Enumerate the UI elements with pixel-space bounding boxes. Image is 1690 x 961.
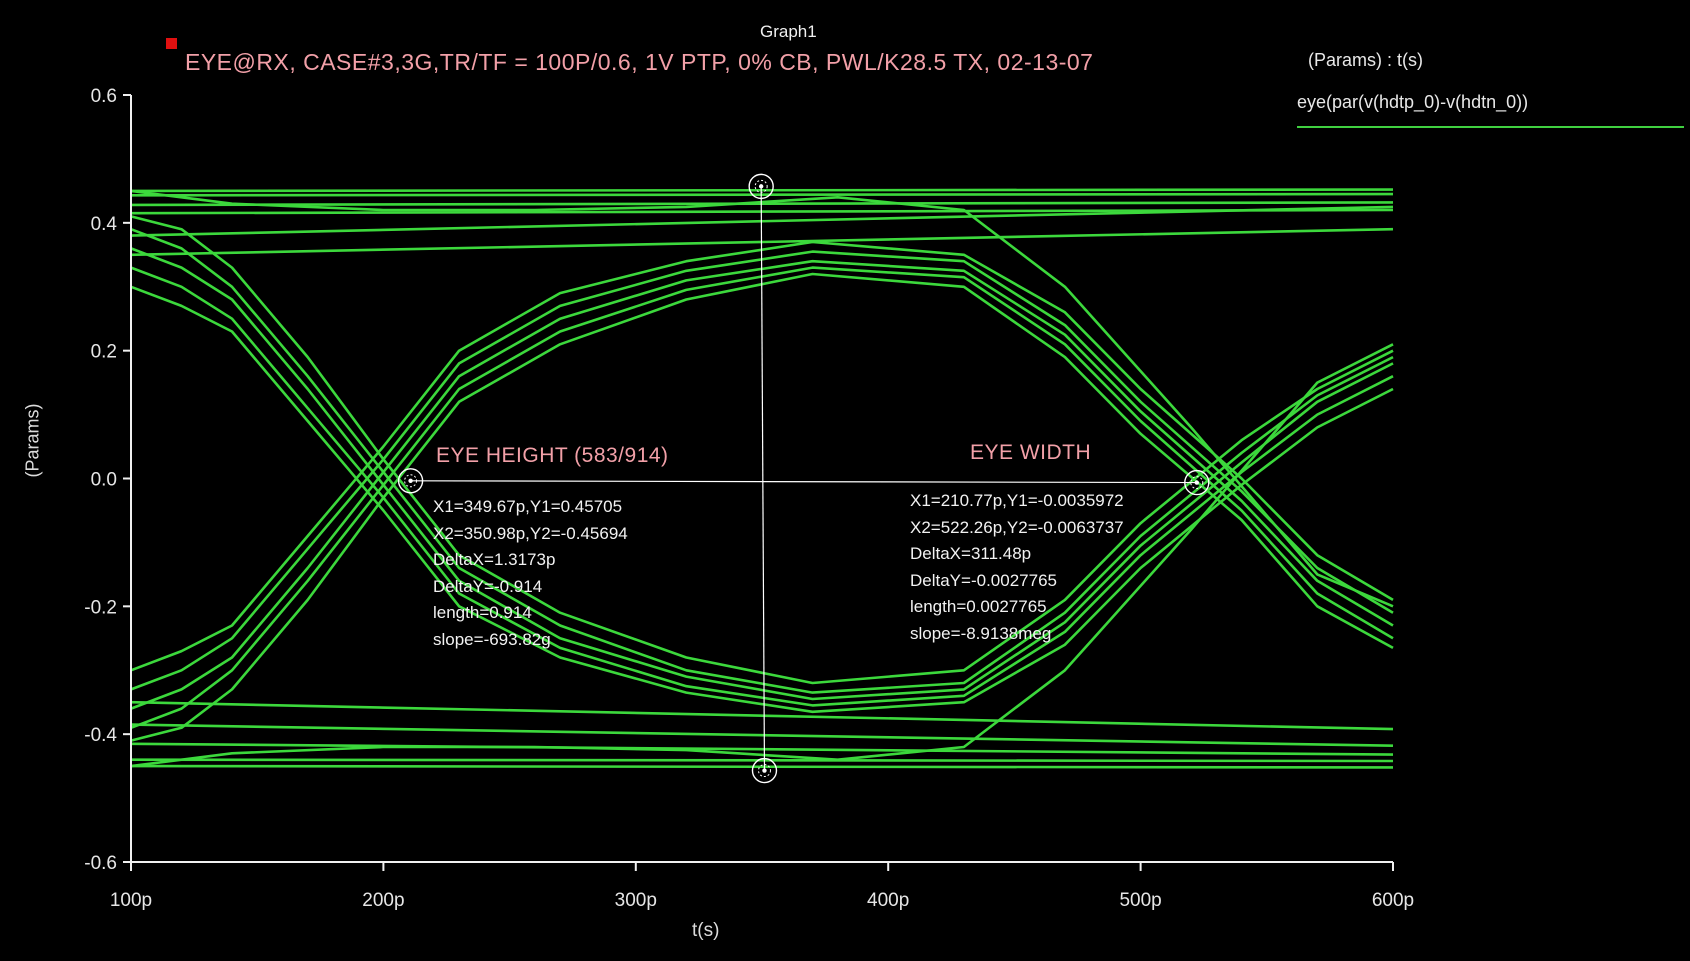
x-axis-label: t(s) <box>692 920 720 941</box>
eye-height-label: EYE HEIGHT (583/914) <box>436 444 669 467</box>
y-tick-label: 0.4 <box>91 214 118 235</box>
cursor-point <box>758 184 764 189</box>
eye-trace <box>130 266 1394 707</box>
legend-title: (Params) : t(s) <box>1308 50 1423 70</box>
measurement-line: DeltaX=1.3173p <box>433 550 556 569</box>
measurement-line: X1=210.77p,Y1=-0.0035972 <box>910 491 1124 510</box>
measurement-line: length=0.0027765 <box>910 597 1047 616</box>
eye-trace <box>130 272 1394 742</box>
x-tick-label: 300p <box>615 890 657 911</box>
cursor-group <box>397 173 1210 784</box>
legend-entry[interactable]: eye(par(v(hdtp_0)-v(hdtn_0)) <box>1297 92 1529 112</box>
eye-height-cursor-line <box>760 186 766 771</box>
eye-trace <box>130 192 1394 197</box>
x-tick-label: 600p <box>1372 890 1414 911</box>
graph-marker-icon[interactable] <box>166 38 177 49</box>
eye-trace <box>130 343 1394 768</box>
eye-trace <box>130 189 1394 608</box>
chart-title: EYE@RX, CASE#3,3G,TR/TF = 100P/0.6, 1V P… <box>185 49 1094 75</box>
y-axis-label: (Params) <box>22 403 43 478</box>
eye-trace <box>130 758 1394 763</box>
y-tick-label: -0.2 <box>84 597 117 618</box>
eye-width-label: EYE WIDTH <box>970 441 1092 464</box>
eye-trace <box>130 205 1394 237</box>
cursor-marker-inner <box>757 764 771 778</box>
cursor-point <box>762 768 767 773</box>
cursor-marker-icon <box>397 468 424 494</box>
eye-trace <box>130 285 1394 714</box>
trace-group <box>130 188 1394 769</box>
tick-group: 100p 200p 300p 400p 500p 600p 0.6 0.4 0.2 0.0 -0.2… <box>84 86 1414 911</box>
measurement-line: DeltaX=311.48p <box>910 544 1032 563</box>
cursor-point <box>408 478 413 483</box>
eye-trace <box>130 764 1394 769</box>
cursor-marker-inner <box>754 179 768 193</box>
eye-trace <box>130 723 1394 747</box>
measurement-line: slope=-693.82g <box>433 629 551 649</box>
cursor-marker-inner <box>1190 476 1204 490</box>
measurement-line: X2=350.98p,Y2=-0.45694 <box>433 523 628 543</box>
measurement-line: slope=-8.9138meg <box>910 623 1052 643</box>
eye-trace <box>130 742 1394 756</box>
measurement-line: length=0.914 <box>433 603 532 622</box>
measurement-line: DeltaY=-0.914 <box>433 576 543 596</box>
eye-trace <box>130 215 1394 685</box>
eye-width-measurements: X1=210.77p,Y1=-0.0035972 X2=522.26p,Y2=-… <box>910 488 1124 647</box>
cursor-marker-icon <box>1184 469 1210 496</box>
x-tick-label: 200p <box>362 890 404 911</box>
eye-trace <box>130 259 1394 710</box>
y-tick-label: 0.6 <box>91 86 117 107</box>
eye-height-measurements: X1=349.67p,Y1=0.45705 X2=350.98p,Y2=-0.4… <box>433 494 628 653</box>
measurement-line: X2=522.26p,Y2=-0.0063737 <box>910 517 1124 537</box>
eye-trace <box>130 266 1394 730</box>
eye-trace <box>130 700 1394 731</box>
measurement-line: X1=349.67p,Y1=0.45705 <box>433 497 623 516</box>
eye-trace <box>130 188 1394 193</box>
cursor-marker-inner <box>404 474 418 488</box>
x-tick-label: 500p <box>1119 890 1161 911</box>
x-tick-label: 400p <box>867 890 909 911</box>
cursor-point <box>1194 480 1199 485</box>
eye-width-cursor-line <box>410 480 1197 484</box>
x-tick-label: 100p <box>110 890 152 911</box>
measurement-line: DeltaY=-0.0027765 <box>910 570 1057 590</box>
y-tick-label: -0.6 <box>84 853 117 874</box>
eye-trace <box>130 201 1394 207</box>
y-tick-label: 0.0 <box>91 470 117 491</box>
cursor-marker-icon <box>748 173 774 200</box>
legend-swatch <box>1297 126 1684 128</box>
y-tick-label: 0.2 <box>91 342 117 363</box>
eye-trace <box>130 250 1394 691</box>
cursor-marker-icon <box>751 757 778 784</box>
y-tick-label: -0.4 <box>84 725 117 746</box>
graph-name: Graph1 <box>760 22 817 41</box>
